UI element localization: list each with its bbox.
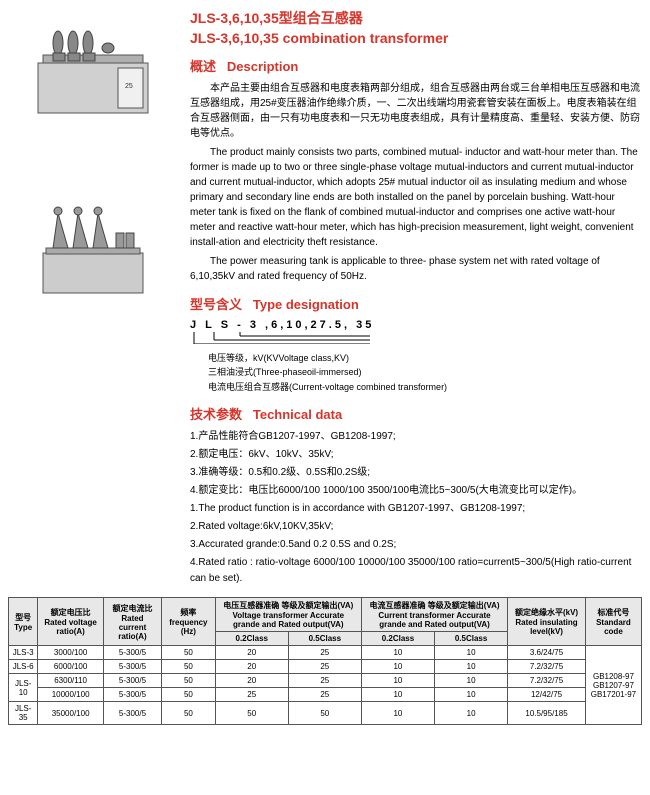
cell: 7.2/32/75 — [508, 674, 586, 688]
left-image-column: 25 — [8, 8, 178, 589]
cell: 10 — [361, 660, 434, 674]
cell: 10 — [361, 702, 434, 725]
th-vt05: 0.5Class — [288, 632, 361, 646]
desc-p1: 本产品主要由组合互感器和电度表箱两部分组成，组合互感器由两台或三台单相电压互感器… — [190, 81, 642, 141]
cell: 5-300/5 — [103, 674, 161, 688]
desc-label-en: Description — [227, 59, 299, 74]
tech-label-cn: 技术参数 — [190, 407, 242, 422]
tech-label-en: Technical data — [253, 407, 342, 422]
table-row: 10000/1005-300/5502525101012/42/75 — [9, 688, 642, 702]
tech-item: 1.The product function is in accordance … — [190, 501, 642, 517]
type-line-2: 电流电压组合互感器(Current-voltage combined trans… — [208, 380, 642, 394]
table-row: JLS-66000/1005-300/550202510107.2/32/75 — [9, 660, 642, 674]
cell: 50 — [215, 702, 288, 725]
type-line-0: 电压等级，kV(KVVoltage class,KV) — [208, 351, 642, 365]
table-row: JLS-106300/1105-300/550202510107.2/32/75 — [9, 674, 642, 688]
cell: 10.5/95/185 — [508, 702, 586, 725]
product-image-bottom — [8, 188, 178, 308]
tech-heading: 技术参数 Technical data — [190, 404, 642, 423]
desc-p3: The power measuring tank is applicable t… — [190, 254, 642, 284]
cell: 10 — [435, 674, 508, 688]
th-ct05: 0.5Class — [435, 632, 508, 646]
cell: 50 — [162, 702, 216, 725]
th-std: 标准代号 Standard code — [585, 598, 641, 646]
cell: 50 — [162, 660, 216, 674]
cell: 20 — [215, 674, 288, 688]
cell: 10 — [435, 646, 508, 660]
cell: 50 — [288, 702, 361, 725]
cell: 10 — [435, 660, 508, 674]
spec-table: 型号 Type 额定电压比 Rated voltage ratio(A) 额定电… — [8, 597, 642, 725]
title-en: JLS-3,6,10,35 combination transformer — [190, 30, 642, 46]
desc-p2: The product mainly consists two parts, c… — [190, 145, 642, 250]
tech-item: 2.Rated voltage:6kV,10KV,35kV; — [190, 519, 642, 535]
cell: 10 — [435, 702, 508, 725]
th-vratio: 额定电压比 Rated voltage ratio(A) — [38, 598, 103, 646]
table-row: JLS-3535000/1005-300/5505050101010.5/95/… — [9, 702, 642, 725]
cell: 25 — [288, 660, 361, 674]
data-table-wrap: 型号 Type 额定电压比 Rated voltage ratio(A) 额定电… — [8, 597, 642, 725]
th-type: 型号 Type — [9, 598, 38, 646]
th-ct: 电流互感器准确 等级及额定输出(VA) Current transformer … — [361, 598, 507, 632]
tech-item: 3.准确等级：0.5和0.2级、0.5S和0.2S级; — [190, 465, 642, 481]
cell: 5-300/5 — [103, 702, 161, 725]
cell: 25 — [288, 674, 361, 688]
cell: 10000/100 — [38, 688, 103, 702]
cell: 25 — [288, 646, 361, 660]
tech-item: 1.产品性能符合GB1207-1997、GB1208-1997; — [190, 429, 642, 445]
type-code: J L S - 3 ,6,10,27.5, 35 — [190, 319, 374, 331]
th-insul: 额定绝缘水平(kV) Rated insulating level(kV) — [508, 598, 586, 646]
cell: 12/42/75 — [508, 688, 586, 702]
svg-text:25: 25 — [125, 83, 133, 90]
cell: 20 — [215, 646, 288, 660]
th-ct02: 0.2Class — [361, 632, 434, 646]
product-image-top: 25 — [8, 8, 178, 128]
cell-type: JLS-35 — [9, 702, 38, 725]
content-column: JLS-3,6,10,35型组合互感器 JLS-3,6,10,35 combin… — [190, 8, 642, 589]
cell: 25 — [215, 688, 288, 702]
cell: 50 — [162, 674, 216, 688]
type-bracket-icon — [190, 332, 450, 344]
th-vt02: 0.2Class — [215, 632, 288, 646]
cell-type: JLS-10 — [9, 674, 38, 702]
cell: 10 — [361, 646, 434, 660]
tech-item: 4.Rated ratio : ratio-voltage 6000/100 1… — [190, 555, 642, 587]
tech-item: 3.Accurated grande:0.5and 0.2 0.5S and 0… — [190, 537, 642, 553]
cell: 7.2/32/75 — [508, 660, 586, 674]
cell-std: GB1208-97GB1207-97GB17201-97 — [585, 646, 641, 725]
title-cn: JLS-3,6,10,35型组合互感器 — [190, 8, 642, 28]
cell: 6000/100 — [38, 660, 103, 674]
cell: 5-300/5 — [103, 660, 161, 674]
cell-type: JLS-3 — [9, 646, 38, 660]
type-heading: 型号含义 Type designation — [190, 294, 642, 313]
cell-type: JLS-6 — [9, 660, 38, 674]
th-cratio: 额定电流比 Rated current ratio(A) — [103, 598, 161, 646]
type-line-1: 三相油浸式(Three-phaseoil-immersed) — [208, 365, 642, 379]
cell: 5-300/5 — [103, 688, 161, 702]
cell: 50 — [162, 688, 216, 702]
cell: 3000/100 — [38, 646, 103, 660]
cell: 50 — [162, 646, 216, 660]
tech-list: 1.产品性能符合GB1207-1997、GB1208-1997; 2.额定电压：… — [190, 429, 642, 587]
cell: 35000/100 — [38, 702, 103, 725]
th-vt: 电压互感器准确 等级及额定输出(VA) Voltage transformer … — [215, 598, 361, 632]
type-designation-block: J L S - 3 ,6,10,27.5, 35 电压等级，kV(KVVolta… — [190, 319, 642, 394]
type-label-cn: 型号含义 — [190, 297, 242, 312]
cell: 10 — [361, 674, 434, 688]
cell: 25 — [288, 688, 361, 702]
cell: 10 — [361, 688, 434, 702]
cell: 5-300/5 — [103, 646, 161, 660]
desc-heading: 概述 Description — [190, 56, 642, 75]
type-label-en: Type designation — [253, 297, 359, 312]
tech-item: 4.额定变比：电压比6000/100 1000/100 3500/100电流比5… — [190, 483, 642, 499]
cell: 3.6/24/75 — [508, 646, 586, 660]
desc-label-cn: 概述 — [190, 56, 216, 75]
th-freq: 频率 frequency (Hz) — [162, 598, 216, 646]
cell: 6300/110 — [38, 674, 103, 688]
table-body: JLS-33000/1005-300/550202510103.6/24/75G… — [9, 646, 642, 725]
table-row: JLS-33000/1005-300/550202510103.6/24/75G… — [9, 646, 642, 660]
tech-item: 2.额定电压：6kV、10kV、35kV; — [190, 447, 642, 463]
cell: 20 — [215, 660, 288, 674]
cell: 10 — [435, 688, 508, 702]
